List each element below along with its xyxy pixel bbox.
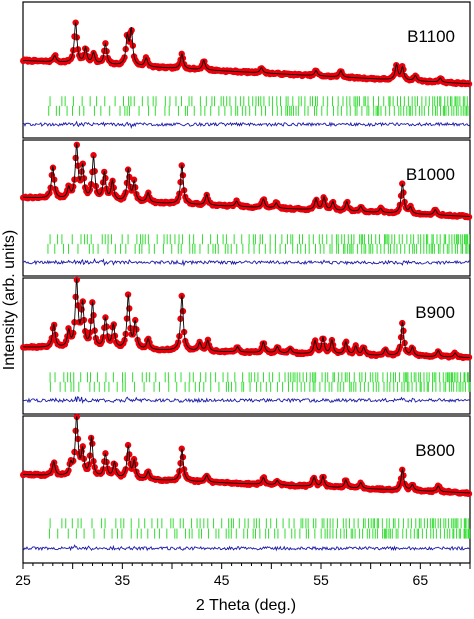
panel-label: B1100	[407, 27, 455, 46]
panel-frame	[22, 415, 471, 564]
observed-points	[20, 413, 473, 497]
difference-line	[22, 120, 471, 129]
observed-point	[465, 213, 473, 221]
x-tick-label: 25	[15, 572, 31, 588]
panel-frame	[22, 139, 471, 277]
x-axis: 25 35 45 55 65	[15, 563, 471, 588]
observed-point	[130, 176, 138, 183]
calculated-line	[22, 416, 471, 494]
bragg-ticks	[47, 234, 470, 254]
observed-point	[465, 490, 473, 497]
panel-frame	[22, 277, 471, 415]
x-tick-label: 35	[115, 572, 131, 588]
x-axis-label: 2 Theta (deg.)	[196, 597, 296, 614]
observed-points	[20, 141, 473, 221]
difference-line	[22, 396, 471, 405]
bragg-ticks	[48, 518, 471, 539]
calculated-line	[22, 143, 471, 217]
panel-b1000: B1000	[20, 139, 473, 277]
observed-point	[102, 450, 109, 457]
panel-b800: B800	[20, 413, 473, 564]
observed-points	[20, 19, 473, 88]
observed-points	[20, 276, 473, 362]
bragg-ticks	[49, 372, 471, 392]
calculated-line	[22, 22, 471, 85]
y-axis-label: Intensity (arb. units)	[1, 230, 18, 371]
observed-point	[178, 445, 185, 452]
panel-label: B800	[415, 441, 455, 460]
calculated-line	[23, 278, 471, 359]
panel-frame	[22, 1, 471, 139]
panel-b900: B900	[20, 276, 473, 415]
x-tick-label: 45	[214, 572, 230, 588]
x-tick-label: 55	[313, 572, 329, 588]
bragg-ticks	[48, 96, 469, 116]
x-tick-label: 65	[413, 572, 429, 588]
difference-line	[22, 257, 471, 267]
panels-group: B1100 B1000 B900 B800	[20, 1, 473, 564]
difference-line	[22, 544, 471, 552]
panel-b1100: B1100	[20, 1, 473, 139]
observed-point	[90, 152, 97, 159]
panel-label: B1000	[406, 165, 455, 184]
panel-label: B900	[415, 303, 455, 322]
